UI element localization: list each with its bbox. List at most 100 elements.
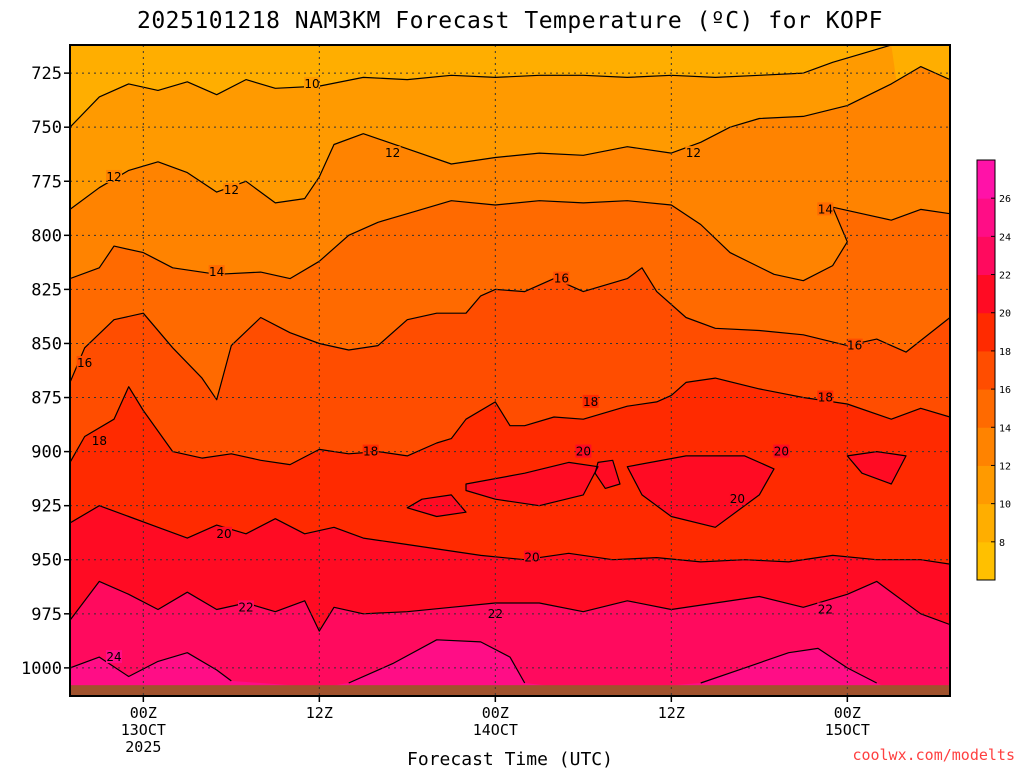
y-tick-label: 900 xyxy=(31,443,62,463)
credit-link[interactable]: coolwx.com/modelts xyxy=(852,746,1015,764)
colorbar-frame xyxy=(976,159,996,581)
isotherm-label: 12 xyxy=(686,146,701,160)
isotherm-label-bg xyxy=(216,526,232,540)
isotherm-label-bg xyxy=(304,76,320,90)
y-tick-label: 1000 xyxy=(21,659,62,679)
colorbar-label: 26 xyxy=(999,194,1011,205)
isotherm-20-10 xyxy=(465,461,599,507)
isotherm-24-7 xyxy=(70,652,232,682)
isotherm-24-8 xyxy=(348,639,526,684)
isotherm-label: 18 xyxy=(818,391,833,405)
temperature-band-22-6 xyxy=(70,581,950,696)
isotherm-14-2 xyxy=(70,200,950,282)
temperature-band-24-7 xyxy=(70,652,440,696)
isotherm-10-0 xyxy=(70,45,892,128)
isotherm-label: 22 xyxy=(818,602,833,616)
isotherm-label-bg xyxy=(223,182,240,196)
isotherm-label: 20 xyxy=(774,445,789,459)
isotherm-label-bg xyxy=(729,492,746,506)
colorbar-label: 22 xyxy=(999,271,1011,282)
isotherm-label: 12 xyxy=(385,146,400,160)
isotherm-label-bg xyxy=(106,169,122,183)
colorbar-bin-8-10 xyxy=(977,503,995,543)
isotherm-20-14 xyxy=(846,451,907,485)
y-tick-label: 750 xyxy=(31,118,62,138)
colorbar-bin-18-20 xyxy=(977,312,995,352)
colorbar-bin-16-18 xyxy=(977,350,995,390)
colorbar-bin-24-26 xyxy=(977,198,995,237)
isotherm-20-13 xyxy=(594,459,621,489)
isotherm-label-bg xyxy=(76,355,93,369)
y-tick-label: 875 xyxy=(31,389,62,409)
x-axis-label: Forecast Time (UTC) xyxy=(407,749,613,768)
isotherm-20-12 xyxy=(406,494,467,518)
isotherm-label-bg xyxy=(817,202,834,216)
colorbar-bin-20-22 xyxy=(977,274,995,314)
y-tick-label: 850 xyxy=(31,334,62,354)
temperature-pocket-20-0 xyxy=(466,462,598,506)
isotherm-label: 20 xyxy=(730,492,745,506)
chart-title: 2025101218 NAM3KM Forecast Temperature (… xyxy=(137,8,883,34)
isotherm-label: 22 xyxy=(488,607,503,621)
ground-below-surface xyxy=(70,685,950,696)
y-tick-label: 800 xyxy=(31,226,62,246)
colorbar-label: 8 xyxy=(999,538,1005,549)
isotherm-label: 16 xyxy=(77,356,92,370)
y-tick-label: 975 xyxy=(31,605,62,625)
isotherm-24-9 xyxy=(700,647,877,684)
isotherm-12-1 xyxy=(70,66,950,210)
isotherm-label: 14 xyxy=(818,202,833,216)
colorbar-label: 18 xyxy=(999,347,1011,358)
isotherm-label-bg xyxy=(846,338,863,352)
isotherm-label-bg xyxy=(773,444,790,458)
isotherm-label-bg xyxy=(208,265,225,279)
y-tick-label: 725 xyxy=(31,64,62,84)
isotherm-label-bg xyxy=(685,146,702,160)
isotherm-label: 16 xyxy=(847,339,862,353)
x-tick-label: 12Z xyxy=(658,704,685,722)
isotherm-label: 12 xyxy=(224,183,239,197)
isotherm-label-bg xyxy=(575,444,592,458)
x-tick-label: 00Z xyxy=(834,704,861,722)
temperature-band-24-9 xyxy=(536,648,905,696)
grid xyxy=(70,45,950,696)
x-tick-label: 13OCT xyxy=(121,721,166,739)
isotherm-label: 24 xyxy=(106,650,121,664)
y-tick-label: 925 xyxy=(31,497,62,517)
colorbar-bin-10-12 xyxy=(977,465,995,505)
plot-frame xyxy=(69,44,951,697)
isotherm-label: 20 xyxy=(576,445,591,459)
colorbar: 8 10 12 14 16 18 20 22 24 26 xyxy=(976,159,1011,581)
colorbar-label: 16 xyxy=(999,385,1011,396)
x-tick-label: 00Z xyxy=(482,704,509,722)
isotherm-label: 22 xyxy=(238,600,253,614)
isotherm-label-bg xyxy=(817,602,834,616)
temperature-pocket-20-4 xyxy=(847,451,906,484)
isotherm-label: 18 xyxy=(583,395,598,409)
colorbar-bin-6-8 xyxy=(977,541,995,581)
y-tick-label: 775 xyxy=(31,172,62,192)
colorbar-bin-14-16 xyxy=(977,389,995,428)
isotherm-label-bg xyxy=(553,271,570,285)
isotherm-label-bg xyxy=(106,650,122,664)
isotherm-18-4 xyxy=(70,377,950,466)
isotherm-label-bg xyxy=(238,600,254,614)
colorbar-bin-12-14 xyxy=(977,427,995,466)
colorbar-label: 24 xyxy=(999,232,1011,243)
x-tick-label: 00Z xyxy=(130,704,157,722)
colorbar-bin-26-28 xyxy=(977,160,995,199)
isotherm-label: 20 xyxy=(216,527,231,541)
isotherm-16-3 xyxy=(70,267,950,401)
colorbar-label: 12 xyxy=(999,461,1011,472)
x-tick-label: 14OCT xyxy=(473,721,518,739)
temperature-pocket-20-1 xyxy=(627,455,774,528)
isotherm-20-11 xyxy=(626,455,775,528)
colorbar-label: 14 xyxy=(999,423,1011,434)
isotherm-22-6 xyxy=(70,580,950,632)
x-tick-label: 15OCT xyxy=(825,721,870,739)
isotherm-label: 20 xyxy=(524,551,539,565)
isotherm-label-bg xyxy=(817,390,834,404)
isotherm-label-bg xyxy=(487,606,504,620)
